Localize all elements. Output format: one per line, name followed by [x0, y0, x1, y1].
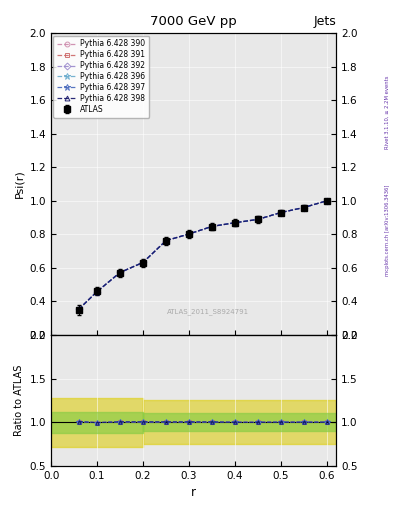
- Line: Pythia 6.428 397: Pythia 6.428 397: [75, 197, 330, 313]
- Pythia 6.428 396: [163, 238, 168, 244]
- Pythia 6.428 391: [187, 231, 191, 237]
- Pythia 6.428 396: [95, 289, 99, 295]
- Text: ATLAS_2011_S8924791: ATLAS_2011_S8924791: [167, 309, 249, 315]
- Pythia 6.428 396: [141, 260, 145, 266]
- Y-axis label: Psi(r): Psi(r): [14, 169, 24, 199]
- Pythia 6.428 390: [255, 217, 260, 223]
- Pythia 6.428 390: [233, 220, 237, 226]
- Pythia 6.428 390: [76, 306, 81, 312]
- Pythia 6.428 397: [118, 269, 122, 275]
- Pythia 6.428 391: [301, 204, 306, 210]
- Pythia 6.428 396: [325, 198, 329, 204]
- Pythia 6.428 398: [163, 238, 168, 244]
- Pythia 6.428 397: [76, 306, 81, 312]
- Pythia 6.428 396: [187, 231, 191, 237]
- Pythia 6.428 392: [163, 238, 168, 244]
- Pythia 6.428 397: [279, 209, 283, 216]
- Pythia 6.428 398: [255, 217, 260, 223]
- Pythia 6.428 398: [301, 204, 306, 210]
- Pythia 6.428 397: [95, 289, 99, 295]
- Pythia 6.428 391: [141, 260, 145, 266]
- Pythia 6.428 390: [325, 198, 329, 204]
- Line: Pythia 6.428 391: Pythia 6.428 391: [76, 198, 329, 312]
- Pythia 6.428 398: [141, 260, 145, 266]
- Text: mcplots.cern.ch [arXiv:1306.3436]: mcplots.cern.ch [arXiv:1306.3436]: [385, 185, 389, 276]
- Pythia 6.428 391: [95, 289, 99, 295]
- Text: Rivet 3.1.10, ≥ 2.2M events: Rivet 3.1.10, ≥ 2.2M events: [385, 76, 389, 150]
- Pythia 6.428 391: [255, 217, 260, 223]
- Pythia 6.428 398: [233, 220, 237, 226]
- Pythia 6.428 391: [279, 209, 283, 216]
- Pythia 6.428 392: [233, 220, 237, 226]
- Legend: Pythia 6.428 390, Pythia 6.428 391, Pythia 6.428 392, Pythia 6.428 396, Pythia 6: Pythia 6.428 390, Pythia 6.428 391, Pyth…: [53, 35, 149, 118]
- Line: Pythia 6.428 398: Pythia 6.428 398: [76, 198, 329, 312]
- Pythia 6.428 392: [279, 209, 283, 216]
- Pythia 6.428 397: [163, 238, 168, 244]
- Pythia 6.428 392: [76, 306, 81, 312]
- Pythia 6.428 396: [209, 223, 214, 229]
- Pythia 6.428 392: [187, 231, 191, 237]
- Pythia 6.428 390: [141, 260, 145, 266]
- Pythia 6.428 391: [163, 238, 168, 244]
- Pythia 6.428 398: [325, 198, 329, 204]
- Pythia 6.428 397: [233, 220, 237, 226]
- Pythia 6.428 392: [95, 289, 99, 295]
- Pythia 6.428 396: [301, 204, 306, 210]
- Pythia 6.428 390: [95, 289, 99, 295]
- Pythia 6.428 390: [301, 204, 306, 210]
- Pythia 6.428 391: [233, 220, 237, 226]
- Pythia 6.428 390: [209, 223, 214, 229]
- Pythia 6.428 390: [187, 231, 191, 237]
- Line: Pythia 6.428 390: Pythia 6.428 390: [76, 198, 329, 312]
- Pythia 6.428 397: [255, 217, 260, 223]
- Pythia 6.428 392: [141, 260, 145, 266]
- Line: Pythia 6.428 392: Pythia 6.428 392: [76, 198, 329, 312]
- Pythia 6.428 391: [325, 198, 329, 204]
- Pythia 6.428 392: [209, 223, 214, 229]
- Pythia 6.428 392: [255, 217, 260, 223]
- Pythia 6.428 398: [187, 231, 191, 237]
- Pythia 6.428 398: [76, 306, 81, 312]
- Pythia 6.428 397: [301, 204, 306, 210]
- Pythia 6.428 391: [76, 306, 81, 312]
- Pythia 6.428 396: [118, 269, 122, 275]
- Pythia 6.428 396: [255, 217, 260, 223]
- Pythia 6.428 392: [301, 204, 306, 210]
- Pythia 6.428 390: [279, 209, 283, 216]
- Pythia 6.428 398: [279, 209, 283, 216]
- Pythia 6.428 398: [118, 269, 122, 275]
- Pythia 6.428 397: [141, 260, 145, 266]
- Pythia 6.428 392: [118, 269, 122, 275]
- Pythia 6.428 391: [118, 269, 122, 275]
- Pythia 6.428 396: [279, 209, 283, 216]
- Pythia 6.428 390: [163, 238, 168, 244]
- X-axis label: r: r: [191, 486, 196, 499]
- Pythia 6.428 391: [209, 223, 214, 229]
- Pythia 6.428 397: [325, 198, 329, 204]
- Pythia 6.428 396: [76, 306, 81, 312]
- Y-axis label: Ratio to ATLAS: Ratio to ATLAS: [14, 365, 24, 436]
- Line: Pythia 6.428 396: Pythia 6.428 396: [75, 197, 330, 313]
- Pythia 6.428 390: [118, 269, 122, 275]
- Pythia 6.428 398: [209, 223, 214, 229]
- Text: Jets: Jets: [313, 14, 336, 28]
- Pythia 6.428 397: [187, 231, 191, 237]
- Pythia 6.428 396: [233, 220, 237, 226]
- Pythia 6.428 392: [325, 198, 329, 204]
- Pythia 6.428 398: [95, 289, 99, 295]
- Text: 7000 GeV pp: 7000 GeV pp: [150, 14, 237, 28]
- Pythia 6.428 397: [209, 223, 214, 229]
